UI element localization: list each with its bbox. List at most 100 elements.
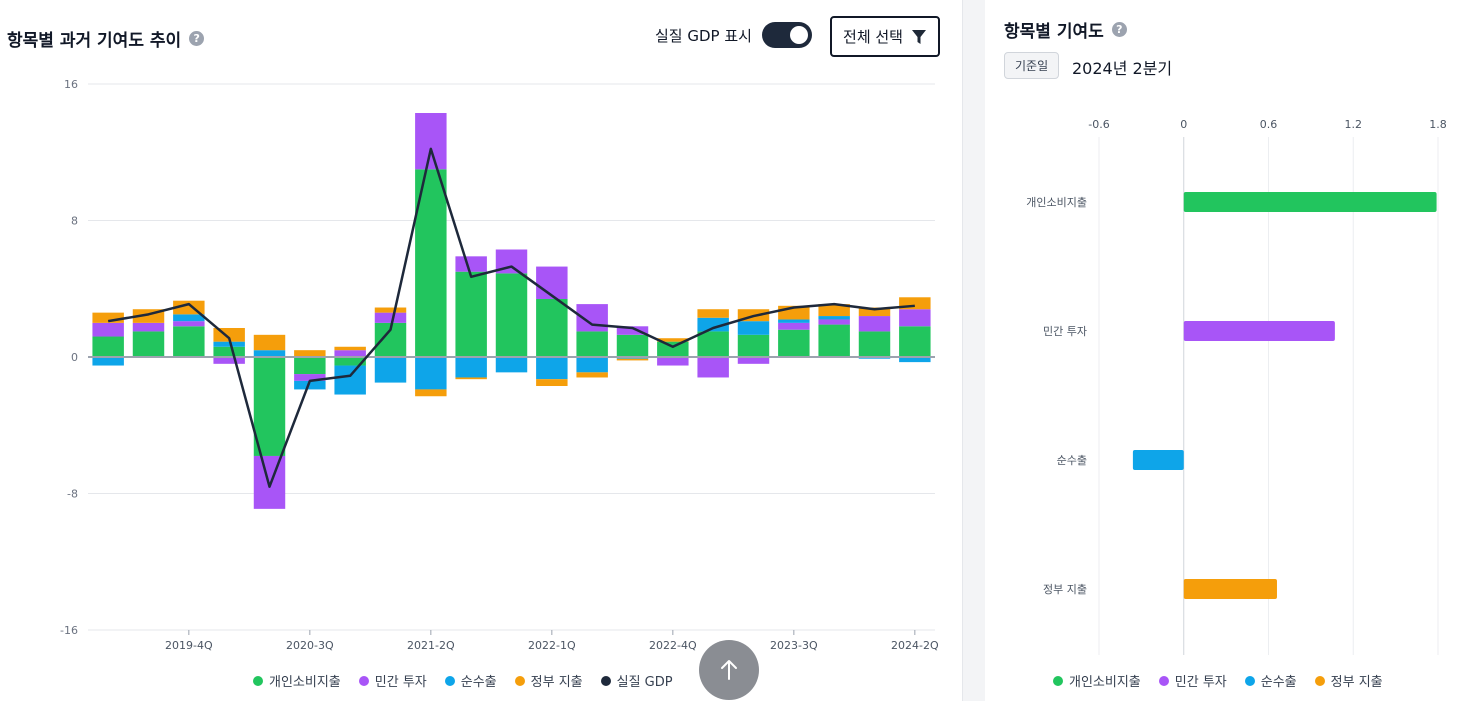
bar-segment-consumption [576,331,608,357]
history-panel: 항목별 과거 기여도 추이 ? 실질 GDP 표시 전체 선택 16 8 0 -8 -1… [7,16,940,700]
arrow-up-icon [721,660,737,680]
x-tick-label: 1.8 [1429,118,1447,131]
legend-dot [600,675,611,686]
bar-segment-investment [213,357,245,364]
bar-segment-investment [858,316,891,332]
bar-investment [1183,321,1335,341]
legend-dot [1158,675,1169,686]
x-tick-label: 1.2 [1345,118,1363,131]
bar-segment-government [899,297,931,310]
help-icon[interactable]: ? [1111,22,1127,37]
bar-segment-consumption [858,331,891,357]
legend-government[interactable]: 정부 지출 [514,671,583,690]
bar-segment-consumption [334,357,366,366]
bar-segment-investment [455,256,487,272]
date-value: 2024년 2분기 [1072,59,1173,78]
gdp-toggle-group: 실질 GDP 표시 [655,22,812,48]
legend-dot [1314,675,1325,686]
x-tick-label: 2020-3Q [286,639,334,652]
contribution-panel: 항목별 기여도 ? 기준일 2024년 2분기 -0.6 0 0.6 1.2 1.8 개… [985,0,1467,701]
legend-gdp[interactable]: 실질 GDP [600,671,673,690]
toggle-knob [789,26,808,44]
legend-consumption[interactable]: 개인소비지출 [1053,671,1141,690]
bar-segment-net_exports [778,319,810,323]
bar-segment-net_exports [495,357,528,373]
select-all-button[interactable]: 전체 선택 [830,16,940,57]
legend-dot [514,675,525,686]
bar-segment-net_exports [213,341,245,347]
bar-segment-net_exports [334,365,366,395]
bar-segment-investment [899,309,931,327]
legend-label: 순수출 [460,675,497,690]
filter-icon [911,29,926,44]
bar-segment-government [697,309,729,318]
bar-segment-net_exports [536,357,568,380]
legend-label: 개인소비지출 [269,675,341,690]
x-tick-label: 0.6 [1260,118,1278,131]
history-legend: 개인소비지출 민간 투자 순수출 정부 지출 실질 GDP [253,671,673,690]
legend-label: 개인소비지출 [1069,675,1141,690]
legend-net-exports[interactable]: 순수출 [444,671,497,690]
bar-segment-consumption [657,341,689,357]
bar-segment-investment [818,319,850,325]
bar-segment-investment [173,321,205,327]
bar-segment-government [536,379,568,387]
bar-segment-net_exports [173,314,205,322]
bar-segment-consumption [253,357,286,456]
y-tick-label: 0 [71,351,78,364]
scroll-to-top-button[interactable] [699,640,759,700]
legend-dot [358,675,369,686]
bar-net_exports [1132,450,1184,470]
bar-segment-investment [778,322,810,330]
bar-segment-government [92,312,124,323]
bar-segment-consumption [818,324,850,357]
bar-segment-net_exports [253,350,286,357]
bar-segment-investment [697,357,729,378]
x-tick-label: 0 [1180,118,1187,131]
bar-segment-net_exports [92,357,124,366]
legend-dot [253,675,263,686]
bar-segment-investment [334,350,366,357]
help-icon[interactable]: ? [189,31,205,46]
legend-investment[interactable]: 민간 투자 [358,671,427,690]
legend-consumption[interactable]: 개인소비지출 [253,671,341,690]
bar-segment-government [858,307,891,317]
bar-segment-consumption [536,298,568,357]
bar-government [1183,579,1277,599]
gdp-line [107,147,915,488]
y-tick-label: -8 [67,488,78,501]
y-category-label: 정부 지출 [1043,583,1087,596]
bar-segment-consumption [213,346,245,357]
bar-segment-government [374,307,407,313]
bar-segment-investment [92,322,124,337]
date-badge: 기준일 [1004,52,1060,79]
bar-segment-investment [737,357,770,364]
legend-label: 정부 지출 [530,675,583,690]
bar-segment-consumption [455,271,487,357]
bar-segment-government [415,389,447,397]
y-tick-label: 16 [64,78,78,91]
bar-segment-net_exports [818,316,850,320]
legend-investment[interactable]: 민간 투자 [1158,671,1227,690]
bar-segment-consumption [92,336,124,357]
bar-segment-net_exports [697,317,729,332]
x-tick-label: 2024-2Q [891,639,939,652]
bar-segment-investment [415,113,447,170]
bar-segment-net_exports [294,380,326,390]
bar-segment-consumption [616,334,649,357]
y-tick-label: 8 [71,215,78,228]
bar-segment-consumption [737,334,770,357]
bar-segment-consumption [697,331,729,357]
bar-segment-consumption [132,331,165,357]
bar-segment-consumption [495,273,528,357]
panel-divider [962,0,985,701]
bar-segment-government [294,350,326,357]
contribution-title-text: 항목별 기여도 [1004,22,1104,42]
bar-segment-investment [294,374,326,381]
gdp-toggle-switch[interactable] [761,22,812,48]
legend-net-exports[interactable]: 순수출 [1244,671,1297,690]
legend-label: 민간 투자 [374,675,427,690]
bar-segment-investment [374,312,407,323]
legend-government[interactable]: 정부 지출 [1314,671,1383,690]
